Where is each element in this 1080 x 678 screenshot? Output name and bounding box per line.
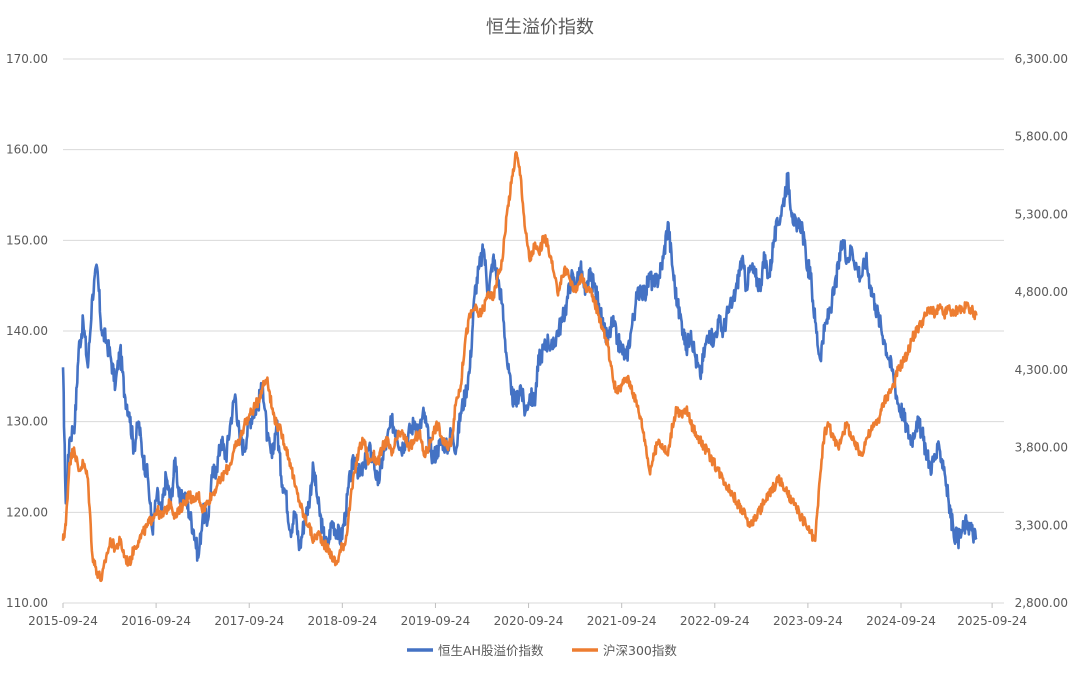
x-tick-label: 2024-09-24 xyxy=(866,614,936,628)
left-y-axis-ticks: 110.00 120.00 130.00 140.00 150.00 160.00 170.… xyxy=(6,52,48,610)
left-y-tick-label: 110.00 xyxy=(6,596,48,610)
x-axis-ticks: 2015-09-24 2016-09-24 2017-09-24 2018-09-24… xyxy=(28,603,1027,628)
legend-item-series-1: 恒生AH股溢价指数 xyxy=(407,643,544,658)
legend-label-series-1: 恒生AH股溢价指数 xyxy=(438,643,544,658)
left-y-tick-label: 170.00 xyxy=(6,52,48,66)
right-y-tick-label: 5,300.00 xyxy=(1015,207,1068,221)
left-y-tick-label: 120.00 xyxy=(6,505,48,519)
x-tick-label: 2023-09-24 xyxy=(773,614,843,628)
right-y-axis-ticks: 2,800.00 3,300.00 3,800.00 4,300.00 4,800.00… xyxy=(1015,52,1068,610)
gridlines xyxy=(63,58,1004,513)
right-y-tick-label: 3,300.00 xyxy=(1015,518,1068,532)
series-line-2 xyxy=(61,151,978,583)
x-tick-label: 2018-09-24 xyxy=(307,614,377,628)
x-tick-label: 2017-09-24 xyxy=(214,614,284,628)
left-y-tick-label: 140.00 xyxy=(6,324,48,338)
x-tick-label: 2016-09-24 xyxy=(121,614,191,628)
legend-label-series-2: 沪深300指数 xyxy=(603,643,677,658)
series-line-1 xyxy=(61,171,978,562)
left-y-tick-label: 150.00 xyxy=(6,233,48,247)
legend: 恒生AH股溢价指数 沪深300指数 xyxy=(407,643,677,658)
right-y-tick-label: 2,800.00 xyxy=(1015,596,1068,610)
x-tick-label: 2020-09-24 xyxy=(494,614,564,628)
right-y-tick-label: 5,800.00 xyxy=(1015,130,1068,144)
x-tick-label: 2019-09-24 xyxy=(401,614,471,628)
x-tick-label: 2021-09-24 xyxy=(587,614,657,628)
right-y-tick-label: 3,800.00 xyxy=(1015,441,1068,455)
right-y-tick-label: 4,800.00 xyxy=(1015,285,1068,299)
chart-title: 恒生溢价指数 xyxy=(486,17,594,38)
x-tick-label: 2015-09-24 xyxy=(28,614,98,628)
right-y-tick-label: 4,300.00 xyxy=(1015,363,1068,377)
x-tick-label: 2022-09-24 xyxy=(680,614,750,628)
left-y-tick-label: 130.00 xyxy=(6,415,48,429)
left-y-tick-label: 160.00 xyxy=(6,143,48,157)
series-lines xyxy=(61,151,978,583)
right-y-tick-label: 6,300.00 xyxy=(1015,52,1068,66)
legend-item-series-2: 沪深300指数 xyxy=(572,643,677,658)
x-tick-label: 2025-09-24 xyxy=(957,614,1027,628)
